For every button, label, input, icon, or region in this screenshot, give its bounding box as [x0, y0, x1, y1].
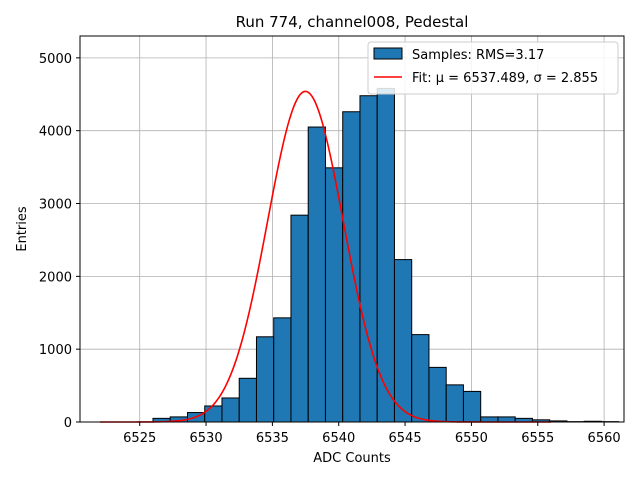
legend-label-histogram: Samples: RMS=3.17 — [412, 48, 544, 63]
histogram-bar — [462, 390, 482, 423]
histogram-bar — [221, 397, 240, 423]
histogram-bar — [393, 259, 413, 423]
x-tick-label: 6550 — [455, 431, 488, 446]
x-ticks: 6525 6530 6535 6540 6545 6550 6555 6560 — [123, 422, 621, 446]
histogram-bar — [273, 317, 292, 423]
y-tick-label: 0 — [64, 416, 72, 431]
histogram-bar — [307, 126, 326, 423]
x-tick-label: 6560 — [588, 431, 621, 446]
legend-label-fit: Fit: μ = 6537.489, σ = 2.855 — [412, 71, 598, 86]
x-tick-label: 6540 — [322, 431, 355, 446]
y-axis-label: Entries — [15, 206, 30, 252]
histogram-bar — [238, 377, 257, 423]
y-tick-label: 4000 — [39, 125, 72, 140]
x-tick-label: 6535 — [256, 431, 289, 446]
y-tick-label: 1000 — [39, 343, 72, 358]
y-tick-label: 3000 — [39, 198, 72, 213]
legend-swatch-histogram — [373, 47, 403, 60]
histogram-bar — [411, 334, 430, 423]
legend: Samples: RMS=3.17 Fit: μ = 6537.489, σ =… — [367, 41, 619, 95]
chart-title: Run 774, channel008, Pedestal — [236, 13, 469, 31]
x-tick-label: 6545 — [389, 431, 422, 446]
x-tick-label: 6525 — [123, 431, 156, 446]
legend-box — [367, 41, 619, 95]
y-tick-label: 2000 — [39, 270, 72, 285]
x-tick-label: 6530 — [190, 431, 223, 446]
bars-layer — [152, 87, 620, 423]
histogram-bar — [290, 214, 309, 423]
y-ticks: 0 1000 2000 3000 4000 5000 — [39, 52, 80, 431]
y-tick-label: 5000 — [39, 52, 72, 67]
x-axis-label: ADC Counts — [313, 451, 391, 466]
histogram-bar — [428, 366, 447, 423]
histogram-bar — [359, 95, 378, 423]
histogram-bar — [204, 405, 223, 423]
x-tick-label: 6555 — [521, 431, 554, 446]
plot-frame — [79, 35, 625, 423]
histogram-bar — [255, 336, 275, 423]
histogram-bar — [445, 384, 464, 423]
